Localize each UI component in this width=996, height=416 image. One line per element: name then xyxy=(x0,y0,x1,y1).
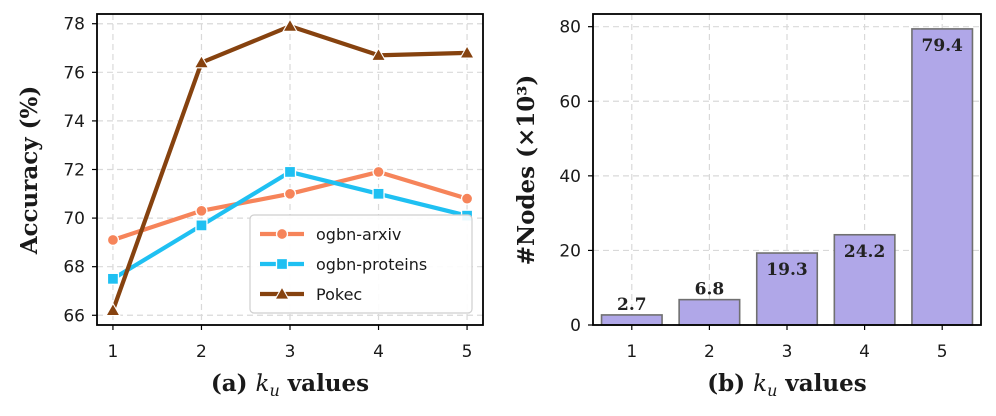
bar-chart-x-ticks: 1 2 3 4 5 xyxy=(626,325,948,362)
line-chart-y-tick-label: 72 xyxy=(63,161,85,181)
data-point-ogbn-proteins xyxy=(372,187,385,200)
data-point-pokec xyxy=(105,302,121,317)
bar-chart-x-axis-label-var: k xyxy=(753,371,767,397)
data-point-pokec xyxy=(282,18,298,32)
legend-marker-ogbn-proteins xyxy=(275,257,289,271)
line-chart-y-tick-label: 78 xyxy=(63,15,85,35)
legend-label-pokec: Pokec xyxy=(316,285,362,304)
data-point-pokec xyxy=(370,47,387,62)
data-point-ogbn-arxiv xyxy=(106,233,120,247)
data-point-ogbn-arxiv xyxy=(283,187,297,200)
bar-chart-x-tick-label: 1 xyxy=(626,342,637,362)
bar-chart-x-axis-label-suffix: values xyxy=(777,370,866,397)
bar-chart-y-tick-label: 20 xyxy=(559,241,581,261)
line-chart-y-ticks: 66 68 70 72 74 76 78 xyxy=(63,15,97,326)
line-chart-legend: ogbn-arxiv ogbn-proteins Pokec xyxy=(249,214,473,314)
bar-chart-x-tick-label: 3 xyxy=(782,342,793,362)
bar-chart-x-axis-label: (b) ku values xyxy=(707,370,866,400)
bar-chart-y-tick-label: 0 xyxy=(570,316,581,336)
line-chart-series xyxy=(105,18,475,317)
line-chart-x-tick-label: 5 xyxy=(462,342,473,362)
line-chart-x-axis-label-sub: u xyxy=(269,381,279,400)
bar-chart-bars: 2.7 6.8 19.3 24.2 79.4 xyxy=(600,28,974,326)
line-chart-y-tick-label: 74 xyxy=(63,112,85,132)
bar-chart-y-ticks: 0 20 40 60 80 xyxy=(559,18,593,336)
bar-value-label-1: 2.7 xyxy=(617,295,647,315)
line-chart-x-tick-label: 1 xyxy=(108,342,119,362)
bar-chart-x-tick-label: 2 xyxy=(704,342,715,362)
line-chart-x-axis-label-suffix: values xyxy=(280,370,369,397)
data-point-ogbn-arxiv xyxy=(195,204,208,217)
data-point-ogbn-proteins xyxy=(195,219,208,232)
line-chart-x-tick-label: 2 xyxy=(196,342,207,362)
data-point-pokec xyxy=(459,44,475,59)
line-chart-y-tick-label: 70 xyxy=(63,209,85,229)
bar-chart-x-tick-label: 4 xyxy=(859,342,870,362)
bar-chart-y-tick-label: 80 xyxy=(559,18,581,38)
bar-5 xyxy=(911,28,974,326)
line-chart-panel: 66 68 70 72 74 76 78 1 2 3 4 5 Accuracy (%) (a) ku… xyxy=(16,13,484,400)
bar-value-label-5: 79.4 xyxy=(921,36,963,56)
legend-label-ogbn-arxiv: ogbn-arxiv xyxy=(316,225,401,244)
line-chart-y-tick-label: 66 xyxy=(63,306,85,326)
legend-items: ogbn-arxiv ogbn-proteins Pokec xyxy=(260,225,427,304)
line-chart-x-axis-label-var: k xyxy=(256,371,270,397)
bar-1 xyxy=(600,314,663,326)
line-chart-grid xyxy=(97,14,483,325)
data-point-ogbn-arxiv xyxy=(372,165,385,179)
legend-marker-ogbn-arxiv xyxy=(275,227,289,241)
bar-chart-panel: 2.7 6.8 19.3 24.2 79.4 0 20 40 60 80 1 2 3 4 5 #Node… xyxy=(513,13,982,400)
bar-3 xyxy=(755,252,819,326)
line-chart-y-tick-label: 68 xyxy=(63,258,85,278)
line-chart-y-axis-label: Accuracy (%) xyxy=(16,86,43,256)
bar-chart-y-tick-label: 40 xyxy=(559,167,581,187)
bar-chart-x-axis-label-prefix: (b) xyxy=(707,370,753,397)
legend-marker-pokec xyxy=(274,285,290,300)
line-chart-y-tick-label: 76 xyxy=(63,63,85,83)
legend-label-ogbn-proteins: ogbn-proteins xyxy=(316,255,427,274)
data-point-ogbn-proteins xyxy=(283,165,297,179)
data-point-pokec xyxy=(193,54,210,69)
bar-value-label-2: 6.8 xyxy=(695,280,725,300)
bar-chart-y-tick-label: 60 xyxy=(559,92,581,112)
line-chart-x-axis-label: (a) ku values xyxy=(211,370,369,400)
bar-4 xyxy=(833,233,896,326)
line-chart-x-ticks: 1 2 3 4 5 xyxy=(108,325,473,362)
line-chart-x-tick-label: 3 xyxy=(285,342,296,362)
data-point-ogbn-proteins xyxy=(106,272,120,285)
bar-chart-x-axis-label-sub: u xyxy=(767,381,777,400)
line-chart-x-axis-label-prefix: (a) xyxy=(211,370,256,397)
bar-chart-y-axis-label: #Nodes (×10³) xyxy=(513,75,540,265)
bar-2 xyxy=(678,298,741,326)
data-point-ogbn-arxiv xyxy=(460,192,474,205)
bar-value-label-3: 19.3 xyxy=(766,260,807,280)
legend-box xyxy=(249,214,473,314)
line-chart-x-tick-label: 4 xyxy=(373,342,384,362)
bar-chart-x-tick-label: 5 xyxy=(937,342,948,362)
bar-value-label-4: 24.2 xyxy=(844,242,885,262)
